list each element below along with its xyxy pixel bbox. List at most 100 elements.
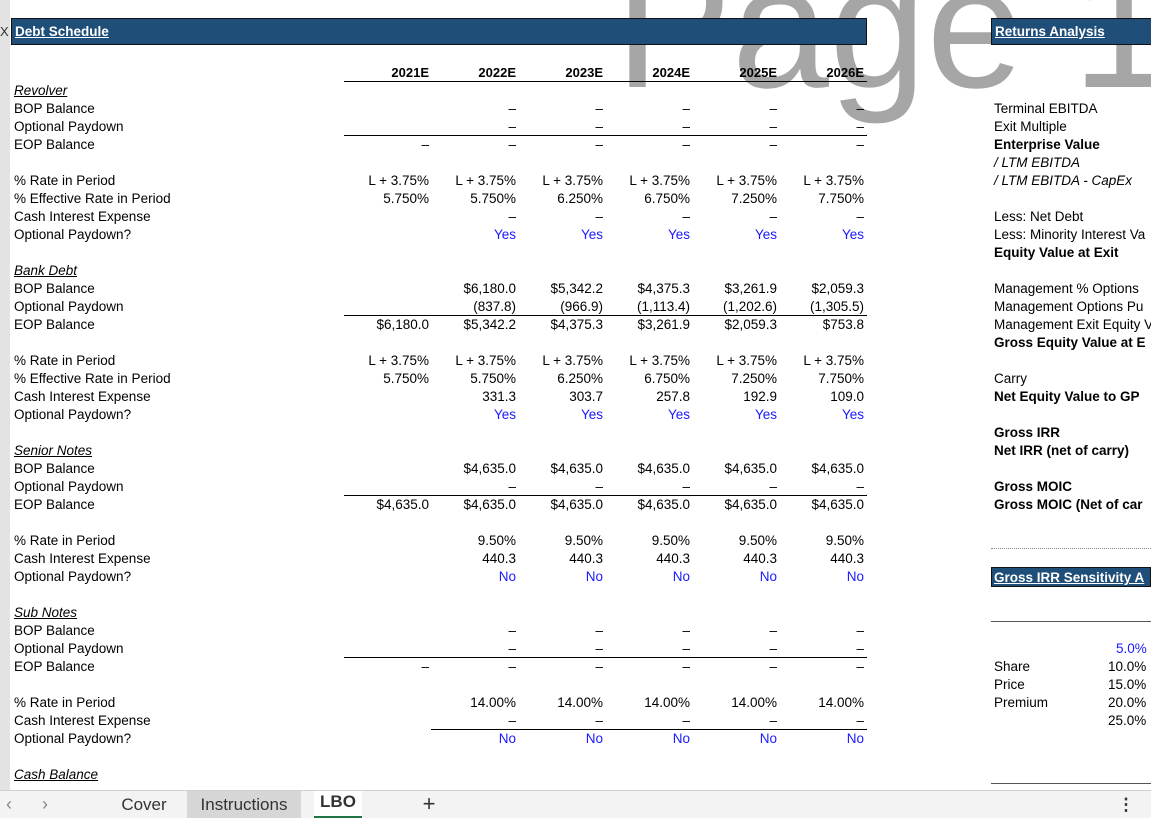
bank-rate-cell[interactable]: L + 3.75% <box>629 353 690 368</box>
sub-eop-cell[interactable]: – <box>508 659 516 674</box>
revolver-optional-paydown-flag-cell[interactable]: Yes <box>493 227 516 242</box>
exit-multiple-label[interactable]: Exit Multiple <box>994 119 1067 134</box>
bank-effective-rate-cell[interactable]: 7.250% <box>731 371 777 386</box>
sub-bop-cell[interactable]: – <box>856 623 864 638</box>
senior-rate-cell[interactable]: 9.50% <box>738 533 777 548</box>
prev-sheet-icon[interactable]: ‹ <box>6 794 12 814</box>
senior-eop-cell[interactable]: $4,635.0 <box>811 497 864 512</box>
bank-paydown-cell[interactable]: (837.8) <box>473 299 516 314</box>
bank-effective-rate-cell[interactable]: 5.750% <box>470 371 516 386</box>
senior-eop-label[interactable]: EOP Balance <box>14 497 95 512</box>
sub-optional-paydown-flag-label[interactable]: Optional Paydown? <box>14 731 132 746</box>
bank-cash-interest-cell[interactable]: 257.8 <box>656 389 690 404</box>
senior-paydown-label[interactable]: Optional Paydown <box>14 479 124 494</box>
gross-equity-value-label[interactable]: Gross Equity Value at E <box>994 335 1146 350</box>
year-header[interactable]: 2023E <box>565 65 603 80</box>
bank-bop-label[interactable]: BOP Balance <box>14 281 95 296</box>
bank-eop-cell[interactable]: $5,342.2 <box>463 317 516 332</box>
bank-rate-cell[interactable]: L + 3.75% <box>368 353 429 368</box>
cash-balance-section-title[interactable]: Cash Balance <box>14 767 99 782</box>
senior-section-title[interactable]: Senior Notes <box>14 443 93 458</box>
net-equity-gp-label[interactable]: Net Equity Value to GP <box>994 389 1140 404</box>
more-options-icon[interactable]: ⋮ <box>1117 795 1135 814</box>
debt-schedule-header[interactable]: Debt Schedule <box>11 18 867 45</box>
revolver-rate-cell[interactable]: L + 3.75% <box>716 173 777 188</box>
revolver-paydown-label[interactable]: Optional Paydown <box>14 119 124 134</box>
bank-optional-paydown-flag-cell[interactable]: Yes <box>580 407 603 422</box>
revolver-cash-interest-cell[interactable]: – <box>595 209 603 224</box>
sub-paydown-cell[interactable]: – <box>595 641 603 656</box>
revolver-eop-cell[interactable]: – <box>856 137 864 152</box>
less-net-debt-label[interactable]: Less: Net Debt <box>994 209 1084 224</box>
mgmt-options-label[interactable]: Management % Options <box>994 281 1139 296</box>
sub-rate-label[interactable]: % Rate in Period <box>14 695 116 710</box>
senior-cash-interest-cell[interactable]: 440.3 <box>656 551 690 566</box>
bank-section-title[interactable]: Bank Debt <box>14 263 78 278</box>
revolver-rate-cell[interactable]: L + 3.75% <box>455 173 516 188</box>
sub-bop-cell[interactable]: – <box>682 623 690 638</box>
sub-paydown-cell[interactable]: – <box>682 641 690 656</box>
revolver-cash-interest-cell[interactable]: – <box>856 209 864 224</box>
carry-label[interactable]: Carry <box>994 371 1027 386</box>
revolver-paydown-cell[interactable]: – <box>595 119 603 134</box>
senior-paydown-cell[interactable]: – <box>856 479 864 494</box>
sub-optional-paydown-flag-cell[interactable]: No <box>498 731 516 746</box>
bank-eop-cell[interactable]: $753.8 <box>822 317 864 332</box>
sub-paydown-cell[interactable]: – <box>856 641 864 656</box>
bank-effective-rate-cell[interactable]: 6.250% <box>557 371 603 386</box>
senior-paydown-cell[interactable]: – <box>682 479 690 494</box>
senior-optional-paydown-flag-cell[interactable]: No <box>585 569 603 584</box>
senior-paydown-cell[interactable]: – <box>595 479 603 494</box>
senior-optional-paydown-flag-cell[interactable]: No <box>759 569 777 584</box>
tab-lbo[interactable]: LBO <box>314 791 362 818</box>
revolver-rate-cell[interactable]: L + 3.75% <box>368 173 429 188</box>
bank-cash-interest-label[interactable]: Cash Interest Expense <box>14 389 151 404</box>
sub-eop-cell[interactable]: – <box>769 659 777 674</box>
revolver-optional-paydown-flag-label[interactable]: Optional Paydown? <box>14 227 132 242</box>
bank-paydown-cell[interactable]: (1,113.4) <box>636 299 690 314</box>
sub-cash-interest-cell[interactable]: – <box>769 713 777 728</box>
bank-paydown-cell[interactable]: (1,202.6) <box>722 299 777 314</box>
sub-optional-paydown-flag-cell[interactable]: No <box>846 731 864 746</box>
revolver-rate-cell[interactable]: L + 3.75% <box>803 173 864 188</box>
sensitivity-value[interactable]: 15.0% <box>1108 677 1147 692</box>
revolver-effective-rate-cell[interactable]: 5.750% <box>470 191 516 206</box>
bank-cash-interest-cell[interactable]: 109.0 <box>830 389 864 404</box>
add-sheet-button[interactable]: + <box>412 791 446 818</box>
sub-cash-interest-cell[interactable]: – <box>856 713 864 728</box>
revolver-paydown-cell[interactable]: – <box>508 119 516 134</box>
revolver-eop-cell[interactable]: – <box>769 137 777 152</box>
senior-bop-cell[interactable]: $4,635.0 <box>637 461 690 476</box>
revolver-optional-paydown-flag-cell[interactable]: Yes <box>754 227 777 242</box>
revolver-eop-cell[interactable]: – <box>421 137 429 152</box>
next-sheet-icon[interactable]: › <box>42 794 48 814</box>
sub-rate-cell[interactable]: 14.00% <box>731 695 777 710</box>
mgmt-options-pu-label[interactable]: Management Options Pu <box>994 299 1144 314</box>
senior-eop-cell[interactable]: $4,635.0 <box>550 497 603 512</box>
revolver-bop-label[interactable]: BOP Balance <box>14 101 95 116</box>
year-header[interactable]: 2025E <box>739 65 777 80</box>
gross-moic-net-label[interactable]: Gross MOIC (Net of car <box>994 497 1143 512</box>
sub-bop-cell[interactable]: – <box>508 623 516 638</box>
revolver-optional-paydown-flag-cell[interactable]: Yes <box>580 227 603 242</box>
senior-rate-cell[interactable]: 9.50% <box>825 533 864 548</box>
revolver-bop-cell[interactable]: – <box>595 101 603 116</box>
year-header[interactable]: 2026E <box>826 65 864 80</box>
bank-paydown-cell[interactable]: (1,305.5) <box>809 299 864 314</box>
bank-bop-cell[interactable]: $5,342.2 <box>550 281 603 296</box>
year-header[interactable]: 2021E <box>391 65 429 80</box>
sub-cash-interest-label[interactable]: Cash Interest Expense <box>14 713 151 728</box>
sub-bop-cell[interactable]: – <box>769 623 777 638</box>
sub-cash-interest-cell[interactable]: – <box>595 713 603 728</box>
revolver-cash-interest-cell[interactable]: – <box>682 209 690 224</box>
senior-paydown-cell[interactable]: – <box>508 479 516 494</box>
ltm-ebitda-capex-label[interactable]: / LTM EBITDA - CapEx <box>994 173 1133 188</box>
senior-optional-paydown-flag-cell[interactable]: No <box>846 569 864 584</box>
revolver-paydown-cell[interactable]: – <box>769 119 777 134</box>
year-header[interactable]: 2024E <box>652 65 690 80</box>
sub-eop-cell[interactable]: – <box>682 659 690 674</box>
sub-eop-cell[interactable]: – <box>421 659 429 674</box>
sensitivity-value[interactable]: 20.0% <box>1108 695 1147 710</box>
bank-effective-rate-label[interactable]: % Effective Rate in Period <box>14 371 171 386</box>
sub-cash-interest-cell[interactable]: – <box>508 713 516 728</box>
